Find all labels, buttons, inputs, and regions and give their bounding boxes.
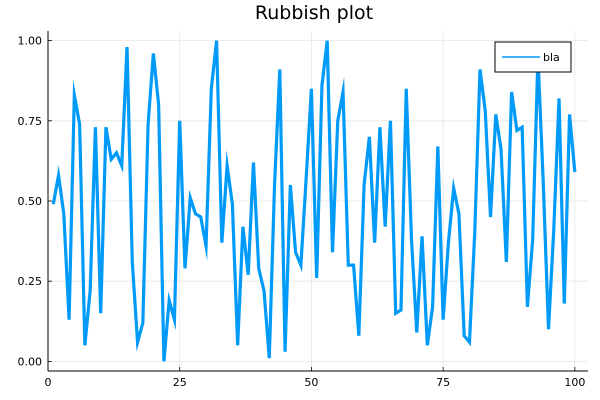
legend: bla bbox=[494, 41, 572, 73]
y-tick-label: 0.50 bbox=[18, 195, 43, 208]
x-tick-label: 75 bbox=[436, 376, 450, 389]
series-group bbox=[51, 40, 577, 362]
x-tick-label: 50 bbox=[304, 376, 318, 389]
x-tick-label: 100 bbox=[564, 376, 585, 389]
grid-lines bbox=[47, 31, 588, 371]
x-axis-ticks: 0 25 50 75 100 bbox=[45, 367, 585, 389]
y-tick-label: 0.25 bbox=[18, 275, 43, 288]
x-tick-label: 25 bbox=[173, 376, 187, 389]
y-axis-ticks: 0.00 0.25 0.50 0.75 1.00 bbox=[18, 35, 52, 368]
y-tick-label: 0.00 bbox=[18, 355, 43, 368]
series-line-bla bbox=[51, 40, 577, 362]
legend-series-label: bla bbox=[543, 51, 560, 64]
y-tick-label: 1.00 bbox=[18, 35, 43, 48]
chart-title: Rubbish plot bbox=[255, 2, 373, 24]
y-tick-label: 0.75 bbox=[18, 115, 43, 128]
x-tick-label: 0 bbox=[45, 376, 52, 389]
